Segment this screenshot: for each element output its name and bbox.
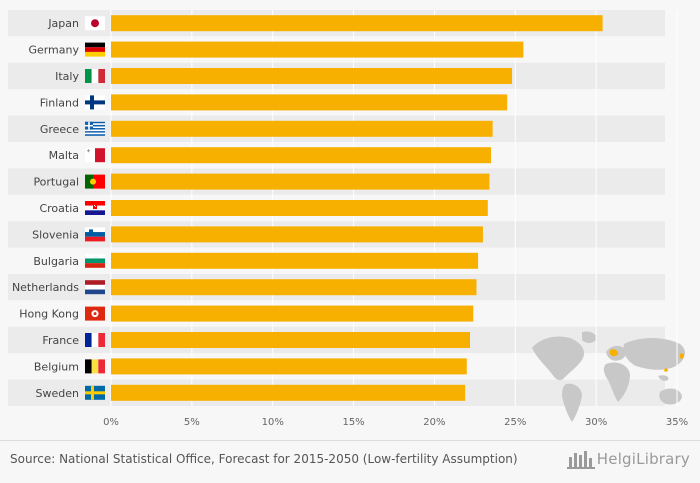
- library-icon: [566, 451, 595, 469]
- category-label: Slovenia: [32, 228, 79, 241]
- italy-flag-icon: [85, 69, 105, 83]
- x-tick-label: 10%: [262, 417, 284, 428]
- belgium-flag-icon: [85, 359, 105, 374]
- x-tick-label: 5%: [184, 417, 200, 428]
- bar: [111, 226, 483, 243]
- world-map-icon: [532, 331, 685, 422]
- category-label: Finland: [40, 96, 79, 109]
- category-label: Belgium: [34, 360, 79, 373]
- chart: Japan Germany Italy Finland Greece Malta Portu…: [8, 10, 688, 428]
- source-text: Source: National Statistical Office, For…: [10, 452, 518, 466]
- category-label: France: [42, 334, 79, 347]
- category-label: Sweden: [36, 387, 79, 400]
- netherlands-flag-icon: [85, 280, 105, 295]
- bar: [111, 94, 508, 111]
- x-tick-label: 30%: [585, 417, 607, 428]
- germany-flag-icon: [85, 42, 105, 57]
- bar: [111, 68, 513, 84]
- category-label: Croatia: [39, 202, 79, 215]
- bar: [111, 41, 524, 58]
- category-label: Greece: [40, 123, 79, 136]
- greece-flag-icon: [85, 121, 105, 136]
- sweden-flag-icon: [85, 385, 105, 400]
- bar: [111, 358, 467, 375]
- bar: [111, 305, 474, 322]
- slovenia-flag-icon: [85, 227, 105, 242]
- france-flag-icon: [85, 333, 105, 347]
- logo-text: HelgiLibrary: [596, 450, 690, 468]
- bar: [111, 332, 471, 348]
- category-label: Portugal: [33, 176, 79, 189]
- category-label: Japan: [47, 17, 79, 30]
- x-tick-label: 15%: [342, 417, 364, 428]
- japan-flag-icon: [85, 16, 105, 31]
- category-label: Malta: [49, 149, 79, 162]
- category-label: Bulgaria: [33, 255, 79, 268]
- bar: [111, 120, 493, 137]
- category-label: Germany: [28, 44, 79, 57]
- bar: [111, 384, 466, 401]
- x-axis-ticks: 0% 5% 10% 15% 20% 25% 30% 35%: [103, 417, 688, 428]
- footer: Source: National Statistical Office, For…: [0, 440, 700, 483]
- bar: [111, 15, 603, 32]
- hong-kong-flag-icon: [85, 306, 105, 321]
- category-labels: Japan Germany Italy Finland Greece Malta Portu…: [12, 17, 80, 400]
- flags: [85, 16, 105, 400]
- bar: [111, 147, 492, 164]
- category-label: Hong Kong: [19, 308, 79, 321]
- bars: [111, 15, 603, 401]
- x-tick-label: 20%: [423, 417, 445, 428]
- helgilibrary-logo: HelgiLibrary: [566, 449, 690, 469]
- bar: [111, 252, 479, 269]
- malta-flag-icon: [85, 148, 105, 163]
- bulgaria-flag-icon: [85, 253, 105, 268]
- finland-flag-icon: [85, 95, 105, 110]
- x-tick-label: 0%: [103, 417, 119, 428]
- portugal-flag-icon: [85, 174, 105, 189]
- x-tick-label: 35%: [666, 417, 688, 428]
- croatia-flag-icon: [85, 201, 105, 215]
- bar: [111, 173, 490, 190]
- bar: [111, 200, 488, 216]
- category-label: Netherlands: [12, 281, 79, 294]
- bar: [111, 279, 477, 296]
- category-label: Italy: [55, 70, 79, 83]
- x-tick-label: 25%: [504, 417, 526, 428]
